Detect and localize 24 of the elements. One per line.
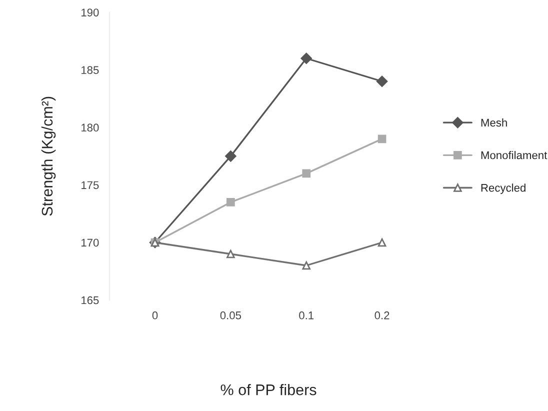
y-tick-label: 185 (81, 66, 99, 74)
y-tick-label: 165 (81, 296, 99, 304)
legend-label: Monofilament (481, 151, 548, 160)
point (378, 238, 386, 247)
point (226, 198, 235, 206)
point (226, 250, 235, 258)
x-tick-label: 0.2 (374, 311, 390, 320)
y-tick-label: 170 (81, 238, 99, 247)
x-tick-label: 0.1 (299, 311, 314, 320)
y-tick-label: 180 (81, 124, 99, 132)
legend-label: Mesh (481, 118, 507, 127)
y-tick-label: 175 (81, 181, 99, 190)
point (300, 52, 312, 64)
x-axis-title: % of PP fibers (220, 384, 316, 396)
y-tick-label: 190 (81, 8, 99, 16)
point (302, 169, 311, 178)
point (302, 261, 311, 270)
y-axis-title: Strength (Kg/cm²) (41, 96, 56, 216)
legend-label: Recycled (481, 184, 526, 194)
point (376, 76, 388, 87)
x-tick-label: 0 (152, 311, 158, 320)
point (225, 150, 236, 162)
point (378, 134, 386, 144)
x-tick-label: 0.05 (220, 311, 242, 320)
